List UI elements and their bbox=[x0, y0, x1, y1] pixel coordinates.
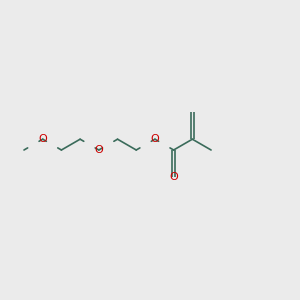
Text: O: O bbox=[151, 134, 159, 144]
Text: O: O bbox=[38, 134, 47, 144]
Text: O: O bbox=[169, 172, 178, 182]
Text: O: O bbox=[94, 145, 103, 155]
